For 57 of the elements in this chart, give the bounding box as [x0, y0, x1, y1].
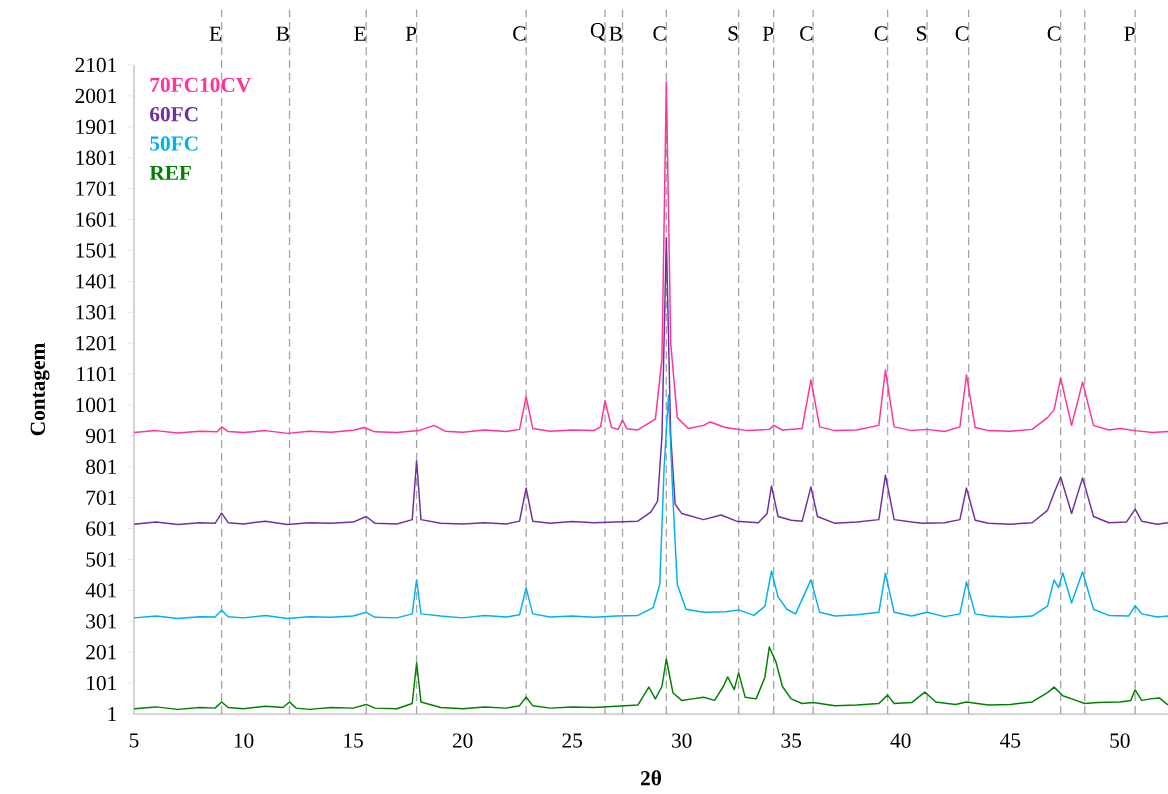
x-tick-label: 5: [129, 733, 139, 748]
x-tick-label: 25: [562, 733, 582, 748]
ref-line-label: S: [916, 26, 927, 41]
x-tick-label: 40: [890, 733, 911, 748]
ref-line-label: C: [653, 26, 666, 41]
ref-line-label: Q: [590, 23, 606, 41]
y-tick-label: 1201: [76, 335, 117, 351]
ref-line-label: C: [1047, 26, 1060, 41]
text: 60FC: [150, 107, 198, 122]
ref-line-label: P: [1124, 26, 1135, 41]
x-tick-label: 30: [672, 733, 692, 748]
y-tick-label: 501: [86, 552, 117, 567]
ref-line-label: B: [609, 26, 622, 41]
text: 50FC: [150, 136, 198, 151]
y-tick-label: 701: [86, 490, 117, 505]
ref-line-label: P: [405, 26, 417, 41]
y-tick-label: 2001: [75, 88, 117, 104]
x-tick-label: 15: [344, 733, 363, 748]
ref-line-label: S: [728, 26, 738, 41]
y-tick-label: 1001: [76, 397, 117, 413]
line-series: [133, 394, 1168, 620]
ref-line-label: B: [276, 26, 289, 41]
y-tick-label: 1901: [76, 119, 117, 135]
ref-line-label: C: [513, 26, 526, 41]
y-tick-label: 2101: [75, 57, 117, 73]
y-tick-label: 301: [86, 614, 117, 629]
line-series: [133, 646, 1168, 711]
y-tick-label: 201: [86, 645, 117, 660]
x-tick-label: 10: [234, 733, 254, 748]
text: REF: [149, 165, 191, 180]
ref-line-label: E: [209, 26, 221, 41]
y-tick-label: 1301: [76, 305, 117, 320]
ref-line-label: E: [354, 26, 366, 41]
y-tick-label: 801: [86, 459, 117, 474]
y-tick-label: 901: [85, 428, 117, 444]
y-tick-label: 1101: [77, 366, 117, 382]
y-tick-label: 1701: [76, 181, 117, 196]
x-tick-label: 45: [1000, 733, 1021, 748]
text: 70FC10CV: [150, 77, 251, 93]
ref-line-label: P: [762, 26, 774, 41]
line-series: [133, 237, 1168, 526]
y-tick-label: 1601: [76, 212, 117, 227]
x-tick-label: 20: [452, 733, 473, 748]
ref-line-label: C: [955, 26, 968, 41]
y-tick-label: 101: [87, 675, 117, 691]
y-axis-title: Contagem: [30, 343, 50, 436]
ref-line-label: C: [874, 26, 887, 41]
y-tick-label: 401: [85, 583, 117, 598]
y-tick-label: 601: [86, 521, 117, 536]
y-tick-label: 1801: [76, 150, 117, 165]
x-tick-label: 35: [781, 733, 802, 748]
x-axis-title: 2θ: [641, 770, 662, 786]
x-tick-label: 50: [1110, 733, 1130, 748]
y-tick-label: 1501: [76, 243, 117, 258]
ref-line-label: C: [800, 26, 813, 41]
y-tick-label: 1: [108, 706, 117, 722]
y-tick-label: 1401: [76, 274, 117, 289]
